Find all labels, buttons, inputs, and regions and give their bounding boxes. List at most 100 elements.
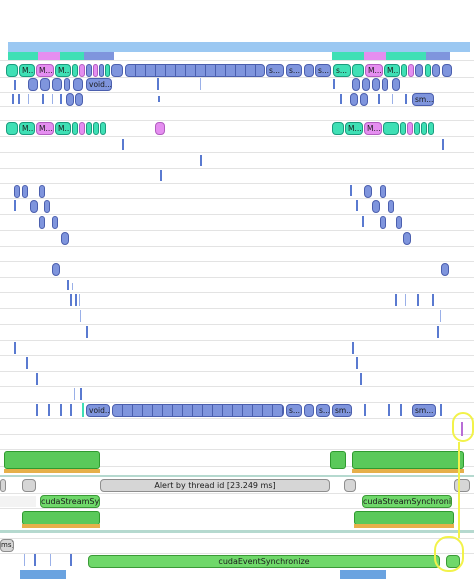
kernel-tick[interactable] bbox=[67, 280, 69, 290]
memset-block[interactable]: M... bbox=[36, 122, 54, 135]
kernel-tick[interactable] bbox=[158, 96, 160, 102]
kernel-block[interactable] bbox=[392, 78, 400, 91]
kernel-tick[interactable] bbox=[362, 216, 364, 227]
kernel-tick[interactable] bbox=[350, 185, 352, 196]
kernel-block[interactable] bbox=[362, 78, 370, 91]
memcpy-block[interactable] bbox=[86, 122, 92, 135]
memcpy-block[interactable]: M... bbox=[19, 122, 35, 135]
kernel-block[interactable]: sm... bbox=[412, 404, 436, 417]
kernel-tick[interactable] bbox=[36, 373, 38, 385]
kernel-sequence[interactable] bbox=[125, 64, 265, 77]
kernel-summary[interactable] bbox=[84, 52, 114, 60]
kernel-block[interactable]: s... bbox=[286, 64, 302, 77]
alert-bar[interactable] bbox=[22, 479, 36, 492]
kernel-tick[interactable] bbox=[86, 326, 88, 338]
range-label[interactable]: ms] bbox=[0, 539, 14, 552]
memcpy-block[interactable] bbox=[72, 122, 78, 135]
api-tick[interactable] bbox=[50, 554, 51, 566]
thread-activity[interactable] bbox=[352, 451, 464, 469]
memcpy-block[interactable] bbox=[421, 122, 427, 135]
kernel-block[interactable] bbox=[39, 216, 45, 229]
memcpy-block[interactable] bbox=[93, 122, 99, 135]
memset-summary[interactable] bbox=[38, 52, 60, 60]
memcpy-block[interactable] bbox=[383, 122, 399, 135]
kernel-block[interactable] bbox=[396, 216, 402, 229]
kernel-tick[interactable] bbox=[80, 388, 82, 400]
kernel-tick[interactable] bbox=[417, 294, 419, 306]
memset-block[interactable]: M... bbox=[364, 122, 382, 135]
memset-block[interactable]: M... bbox=[36, 64, 54, 77]
kernel-block[interactable] bbox=[75, 93, 83, 106]
kernel-block[interactable] bbox=[14, 185, 20, 198]
kernel-block[interactable]: s... bbox=[266, 64, 284, 77]
kernel-block[interactable] bbox=[111, 64, 123, 77]
kernel-tick[interactable] bbox=[14, 80, 16, 90]
api-tick[interactable] bbox=[34, 554, 36, 566]
kernel-tick[interactable] bbox=[75, 294, 77, 306]
kernel-tick[interactable] bbox=[12, 94, 14, 104]
memcpy-block[interactable] bbox=[401, 64, 407, 77]
kernel-block[interactable] bbox=[44, 200, 50, 213]
kernel-block[interactable] bbox=[441, 263, 449, 276]
kernel-block[interactable]: void... bbox=[86, 78, 112, 91]
kernel-tick[interactable] bbox=[60, 94, 62, 104]
kernel-block[interactable]: void... bbox=[86, 404, 110, 417]
memset-block[interactable] bbox=[407, 122, 413, 135]
memcpy-summary[interactable] bbox=[8, 52, 38, 60]
kernel-tick[interactable] bbox=[200, 78, 201, 90]
thread-activity[interactable] bbox=[22, 511, 100, 525]
memcpy-summary[interactable] bbox=[60, 52, 84, 60]
kernel-tick[interactable] bbox=[157, 78, 159, 90]
memcpy-summary[interactable] bbox=[332, 52, 364, 60]
kernel-block[interactable] bbox=[39, 185, 45, 198]
memset-block[interactable] bbox=[79, 64, 85, 77]
gpu-utilization-band[interactable] bbox=[8, 42, 470, 52]
kernel-block[interactable] bbox=[52, 78, 62, 91]
kernel-block[interactable] bbox=[442, 64, 452, 77]
kernel-tick[interactable] bbox=[14, 342, 16, 354]
kernel-block[interactable] bbox=[22, 185, 28, 198]
kernel-block[interactable] bbox=[415, 64, 423, 77]
kernel-tick[interactable] bbox=[36, 404, 38, 416]
memcpy-block[interactable]: M... bbox=[345, 122, 363, 135]
kernel-block[interactable] bbox=[52, 216, 58, 229]
cpu-sample-strip[interactable] bbox=[352, 469, 464, 473]
kernel-tick[interactable] bbox=[160, 170, 162, 181]
kernel-block[interactable]: sm... bbox=[332, 404, 352, 417]
kernel-block[interactable] bbox=[364, 185, 372, 198]
kernel-tick[interactable] bbox=[70, 294, 72, 306]
kernel-tick[interactable] bbox=[80, 310, 81, 322]
kernel-tick[interactable] bbox=[14, 200, 16, 211]
memcpy-block[interactable]: M... bbox=[384, 64, 400, 77]
memcpy-block[interactable] bbox=[332, 122, 344, 135]
thread-activity[interactable] bbox=[330, 451, 346, 469]
kernel-tick[interactable] bbox=[340, 94, 342, 104]
api-tick[interactable] bbox=[24, 554, 25, 566]
kernel-tick[interactable] bbox=[72, 283, 73, 290]
kernel-block[interactable] bbox=[66, 93, 74, 106]
alert-bar[interactable]: Alert by thread id [23.249 ms] bbox=[100, 479, 330, 492]
alert-bar[interactable] bbox=[454, 479, 470, 492]
kernel-block[interactable] bbox=[304, 64, 314, 77]
cpu-sample-strip[interactable] bbox=[4, 469, 100, 473]
kernel-tick[interactable] bbox=[405, 294, 406, 306]
kernel-tick[interactable] bbox=[356, 357, 358, 369]
memcpy-block[interactable] bbox=[352, 64, 364, 77]
kernel-tick[interactable] bbox=[432, 294, 434, 306]
alert-bar[interactable] bbox=[0, 479, 6, 492]
thread-activity[interactable] bbox=[354, 511, 454, 525]
kernel-tick[interactable] bbox=[42, 94, 44, 104]
memset-tick[interactable] bbox=[461, 422, 463, 436]
memcpy-tick[interactable] bbox=[82, 403, 84, 417]
memcpy-block[interactable] bbox=[105, 64, 110, 77]
kernel-block[interactable] bbox=[360, 93, 368, 106]
kernel-tick[interactable] bbox=[26, 357, 28, 369]
kernel-tick[interactable] bbox=[360, 373, 362, 385]
kernel-tick[interactable] bbox=[60, 404, 62, 416]
api-tick[interactable] bbox=[70, 554, 72, 566]
os-runtime-sample[interactable] bbox=[20, 570, 66, 579]
kernel-block[interactable] bbox=[52, 263, 60, 276]
kernel-block[interactable] bbox=[350, 93, 358, 106]
kernel-tick[interactable] bbox=[442, 139, 444, 150]
